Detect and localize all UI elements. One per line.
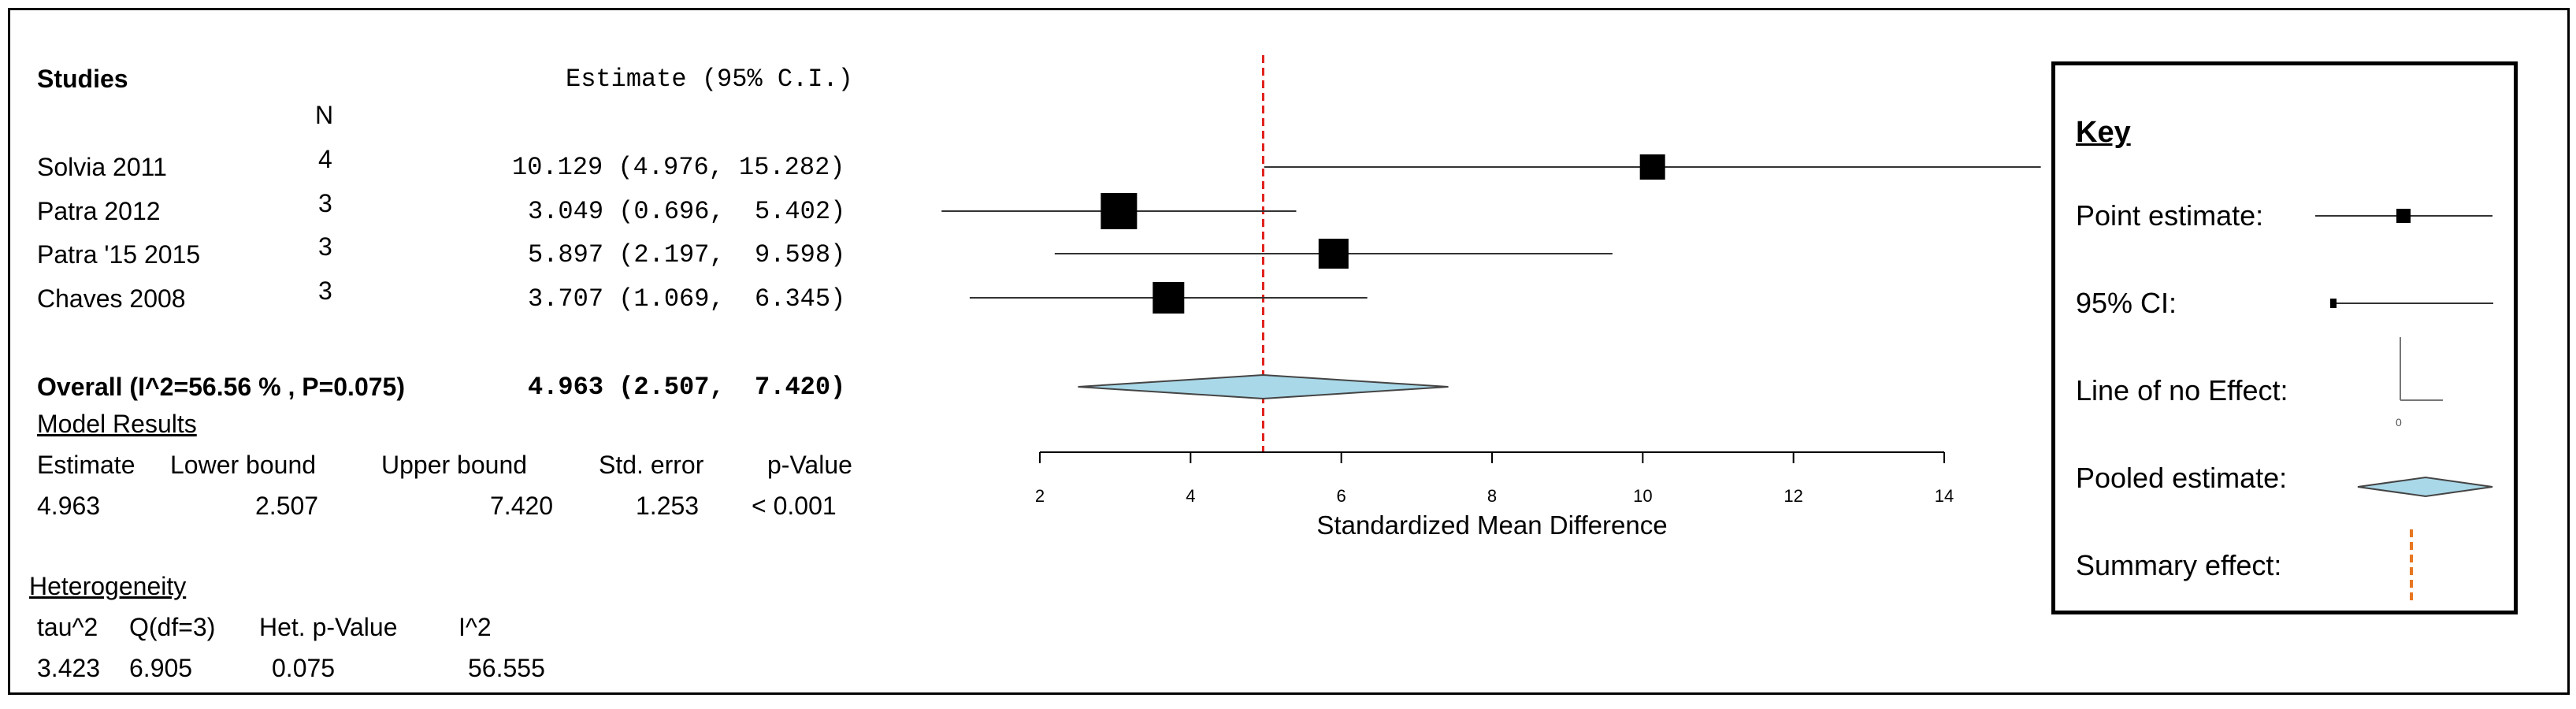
heterogeneity-header: I^2 xyxy=(458,613,492,641)
point-estimate xyxy=(1318,239,1349,269)
model-results-header: Estimate xyxy=(37,451,135,479)
study-n: 3 xyxy=(318,232,332,261)
n-header: N xyxy=(315,101,334,129)
study-n: 4 xyxy=(318,145,332,173)
study-estimate: 3.049 (0.696, 5.402) xyxy=(528,197,846,226)
legend-label: 95% CI: xyxy=(2076,287,2177,319)
legend-label: Line of no Effect: xyxy=(2076,374,2288,406)
x-tick-label: 4 xyxy=(1186,486,1195,506)
study-estimate: 3.707 (1.069, 6.345) xyxy=(528,284,846,314)
heterogeneity-value: 6.905 xyxy=(129,654,193,682)
legend-label: Summary effect: xyxy=(2076,549,2282,581)
x-axis-title: Standardized Mean Difference xyxy=(1316,510,1667,540)
legend-label: Pooled estimate: xyxy=(2076,462,2288,494)
model-results-value: 4.963 xyxy=(37,492,101,520)
study-label: Patra '15 2015 xyxy=(37,240,201,269)
heterogeneity-value: 0.075 xyxy=(272,654,336,682)
model-results-value: 7.420 xyxy=(490,492,554,520)
model-results-value: 2.507 xyxy=(255,492,319,520)
point-estimate xyxy=(1101,193,1138,229)
legend-title: Key xyxy=(2076,116,2131,149)
x-tick-label: 12 xyxy=(1784,486,1802,506)
point-estimate xyxy=(1639,154,1665,180)
legend-box: Key Point estimate: 95% CI: Line of no E… xyxy=(2051,61,2518,614)
heterogeneity-title: Heterogeneity xyxy=(29,572,187,600)
legend-graphics: 0 xyxy=(2315,209,2493,605)
heterogeneity-value: 3.423 xyxy=(37,654,101,682)
point-estimate xyxy=(1153,282,1185,314)
model-results-title: Model Results xyxy=(37,410,197,438)
study-estimate: 10.129 (4.976, 15.282) xyxy=(512,153,845,182)
heterogeneity-value: 56.555 xyxy=(468,654,545,682)
model-results-value: < 0.001 xyxy=(752,492,837,520)
study-n: 3 xyxy=(318,189,332,217)
study-label: Chaves 2008 xyxy=(37,284,186,313)
model-results-header: Lower bound xyxy=(170,451,317,479)
legend-label: Point estimate: xyxy=(2076,199,2264,232)
pooled-diamond xyxy=(1078,373,1449,400)
studies-header: Studies xyxy=(37,65,128,93)
overall-label: Overall (I^2=56.56 % , P=0.075) xyxy=(37,373,405,401)
x-tick-label: 10 xyxy=(1633,486,1652,506)
x-tick-label: 6 xyxy=(1337,486,1346,506)
legend-zero-label: 0 xyxy=(2396,416,2402,429)
legend-point-icon xyxy=(2396,209,2411,223)
x-tick-label: 2 xyxy=(1035,486,1045,506)
heterogeneity-header: Q(df=3) xyxy=(129,613,216,641)
model-results-value: 1.253 xyxy=(636,492,700,520)
legend-ci-icon xyxy=(2330,299,2337,308)
model-results-header: Upper bound xyxy=(381,451,528,479)
heterogeneity-header: tau^2 xyxy=(37,613,98,641)
heterogeneity-header: Het. p-Value xyxy=(259,613,398,641)
x-tick-label: 14 xyxy=(1935,486,1954,506)
estimate-header: Estimate (95% C.I.) xyxy=(566,65,853,94)
model-results-header: Std. error xyxy=(599,451,704,479)
study-label: Solvia 2011 xyxy=(37,153,167,181)
model-results-header: p-Value xyxy=(767,451,852,479)
x-tick-label: 8 xyxy=(1487,486,1497,506)
study-estimate: 5.897 (2.197, 9.598) xyxy=(528,240,846,269)
study-label: Patra 2012 xyxy=(37,197,161,225)
legend-diamond-icon xyxy=(2357,476,2493,498)
study-n: 3 xyxy=(318,277,332,305)
overall-estimate: 4.963 (2.507, 7.420) xyxy=(528,373,846,402)
